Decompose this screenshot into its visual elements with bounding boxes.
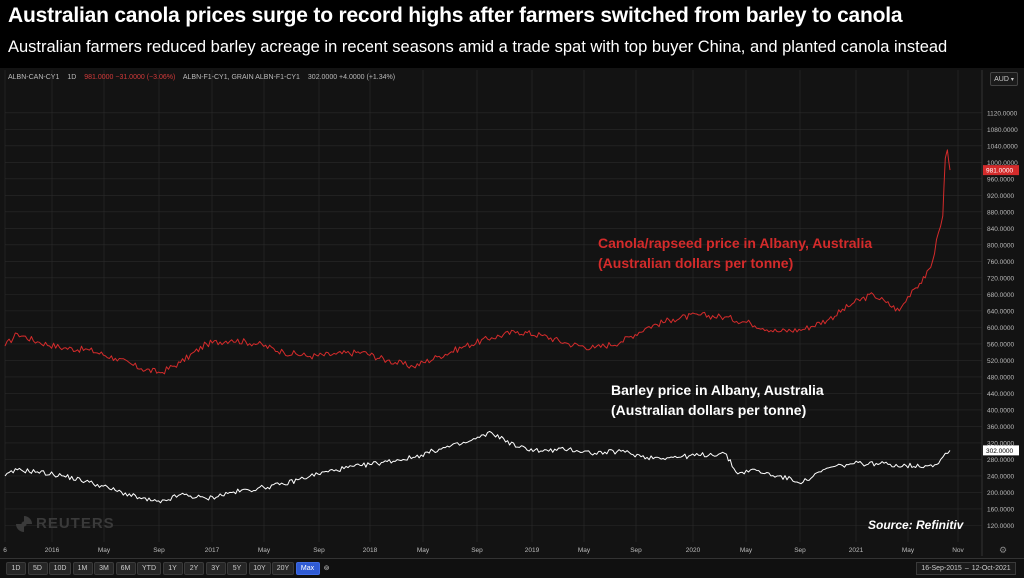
source-note: Source: Refinitiv bbox=[868, 518, 964, 532]
y-tick-label: 200.0000 bbox=[987, 490, 1014, 497]
timeframe-button-max[interactable]: Max bbox=[295, 562, 320, 575]
barley-last-value-marker bbox=[983, 445, 1019, 456]
interval-label[interactable]: 1D bbox=[67, 74, 77, 81]
canola-annotation: Canola/rapseed price in Albany, Australi… bbox=[598, 233, 872, 273]
y-tick-label: 320.0000 bbox=[987, 440, 1014, 447]
y-tick-label: 160.0000 bbox=[987, 506, 1014, 513]
timeframe-button-10d[interactable]: 10D bbox=[49, 562, 71, 575]
x-tick-label: Nov bbox=[952, 547, 964, 554]
canola-annotation-line1: Canola/rapseed price in Albany, Australi… bbox=[598, 235, 873, 251]
x-tick-label: 6 bbox=[3, 547, 7, 554]
timeframe-button-ytd[interactable]: YTD bbox=[137, 562, 161, 575]
y-tick-label: 1040.0000 bbox=[987, 143, 1018, 150]
x-tick-label: May bbox=[258, 547, 271, 554]
chevron-down-icon: ▾ bbox=[1010, 76, 1014, 83]
x-tick-label: May bbox=[578, 547, 591, 554]
x-tick-label: May bbox=[417, 547, 430, 554]
barley-price-line[interactable] bbox=[4, 430, 951, 504]
canola-quote: 981.0000 −31.0000 (−3.06%) bbox=[84, 74, 176, 81]
timeframe-button-3y[interactable]: 3Y bbox=[205, 562, 226, 575]
reuters-watermark: REUTERS bbox=[16, 515, 115, 532]
canola-symbol[interactable]: ALBN-CAN-CY1 bbox=[8, 74, 60, 81]
x-tick-label: 2016 bbox=[45, 547, 60, 554]
range-end: 12-Oct-2021 bbox=[971, 565, 1011, 572]
timeframe-button-1y[interactable]: 1Y bbox=[162, 562, 183, 575]
y-tick-label: 120.0000 bbox=[987, 523, 1014, 530]
timeframe-button-1m[interactable]: 1M bbox=[72, 562, 93, 575]
x-tick-label: Sep bbox=[630, 547, 642, 554]
timeframe-button-6m[interactable]: 6M bbox=[115, 562, 136, 575]
barley-annotation-line2: (Australian dollars per tonne) bbox=[611, 402, 807, 418]
y-tick-label: 560.0000 bbox=[987, 341, 1014, 348]
timeframe-button-2y[interactable]: 2Y bbox=[184, 562, 204, 575]
timeframe-button-3m[interactable]: 3M bbox=[94, 562, 114, 575]
y-tick-label: 1120.0000 bbox=[987, 110, 1018, 117]
y-tick-label: 400.0000 bbox=[987, 407, 1014, 414]
timeframe-button-20y[interactable]: 20Y bbox=[272, 562, 294, 575]
y-tick-label: 520.0000 bbox=[987, 358, 1014, 365]
y-tick-label: 800.0000 bbox=[987, 242, 1014, 249]
barley-quote: 302.0000 +4.0000 (+1.34%) bbox=[307, 74, 396, 81]
barley-annotation: Barley price in Albany, Australia (Austr… bbox=[611, 380, 824, 420]
y-tick-label: 360.0000 bbox=[987, 424, 1014, 431]
canola-price-line[interactable] bbox=[4, 149, 951, 375]
x-tick-label: May bbox=[902, 547, 915, 554]
canola-last-value-label: 981.0000 bbox=[986, 168, 1013, 175]
y-tick-label: 680.0000 bbox=[987, 292, 1014, 299]
range-separator: – bbox=[964, 565, 969, 572]
x-tick-label: 2017 bbox=[205, 547, 220, 554]
y-tick-label: 1080.0000 bbox=[987, 127, 1018, 134]
y-tick-label: 840.0000 bbox=[987, 226, 1014, 233]
x-tick-label: 2021 bbox=[849, 547, 864, 554]
barley-symbol[interactable]: ALBN-F1-CY1, GRAIN ALBN-F1-CY1 bbox=[182, 74, 300, 81]
range-start: 16-Sep-2015 bbox=[921, 565, 962, 572]
y-tick-label: 920.0000 bbox=[987, 193, 1014, 200]
x-tick-label: 2020 bbox=[686, 547, 701, 554]
date-range[interactable]: 16-Sep-2015 – 12-Oct-2021 bbox=[916, 562, 1016, 575]
x-tick-label: Sep bbox=[794, 547, 806, 554]
y-tick-label: 440.0000 bbox=[987, 391, 1014, 398]
y-tick-label: 480.0000 bbox=[987, 374, 1014, 381]
canola-annotation-line2: (Australian dollars per tonne) bbox=[598, 255, 794, 271]
timeframe-button-10y[interactable]: 10Y bbox=[248, 562, 271, 575]
timeframe-toolbar: 16-Sep-2015 – 12-Oct-2021 1D 5D 10D 1M 3M 6M Y… bbox=[0, 558, 1024, 578]
y-tick-label: 720.0000 bbox=[987, 275, 1014, 282]
barley-annotation-line1: Barley price in Albany, Australia bbox=[611, 382, 824, 398]
y-tick-label: 1000.0000 bbox=[987, 160, 1018, 167]
chart-legend: ALBN-CAN-CY1 1D 981.0000 −31.0000 (−3.06… bbox=[8, 74, 401, 81]
x-tick-label: Sep bbox=[153, 547, 165, 554]
y-tick-label: 240.0000 bbox=[987, 473, 1014, 480]
chart-panel bbox=[0, 68, 1024, 577]
timeframe-button-1d[interactable]: 1D bbox=[6, 562, 26, 575]
settings-gear-icon[interactable]: ⚙ bbox=[999, 546, 1007, 556]
y-tick-label: 760.0000 bbox=[987, 259, 1014, 266]
compare-icon[interactable]: ⊚ bbox=[323, 564, 330, 572]
canola-last-value-marker bbox=[983, 165, 1019, 176]
subheadline: Australian farmers reduced barley acreag… bbox=[8, 38, 948, 56]
currency-selector[interactable]: AUD ▾ bbox=[990, 72, 1018, 86]
barley-last-value-label: 302.0000 bbox=[986, 448, 1013, 455]
timeframe-button-5d[interactable]: 5D bbox=[27, 562, 48, 575]
x-tick-label: Sep bbox=[471, 547, 483, 554]
y-tick-label: 960.0000 bbox=[987, 176, 1014, 183]
x-tick-label: 2018 bbox=[363, 547, 378, 554]
y-tick-label: 600.0000 bbox=[987, 325, 1014, 332]
y-tick-label: 640.0000 bbox=[987, 308, 1014, 315]
x-tick-label: 2019 bbox=[525, 547, 540, 554]
x-tick-label: May bbox=[98, 547, 111, 554]
reuters-logo-icon bbox=[16, 515, 32, 532]
timeframe-button-5y[interactable]: 5Y bbox=[227, 562, 247, 575]
y-tick-label: 280.0000 bbox=[987, 457, 1014, 464]
x-tick-label: May bbox=[740, 547, 753, 554]
y-tick-label: 880.0000 bbox=[987, 209, 1014, 216]
currency-label: AUD bbox=[994, 75, 1009, 83]
x-tick-label: Sep bbox=[313, 547, 325, 554]
headline: Australian canola prices surge to record… bbox=[8, 4, 903, 27]
reuters-watermark-text: REUTERS bbox=[36, 515, 115, 532]
